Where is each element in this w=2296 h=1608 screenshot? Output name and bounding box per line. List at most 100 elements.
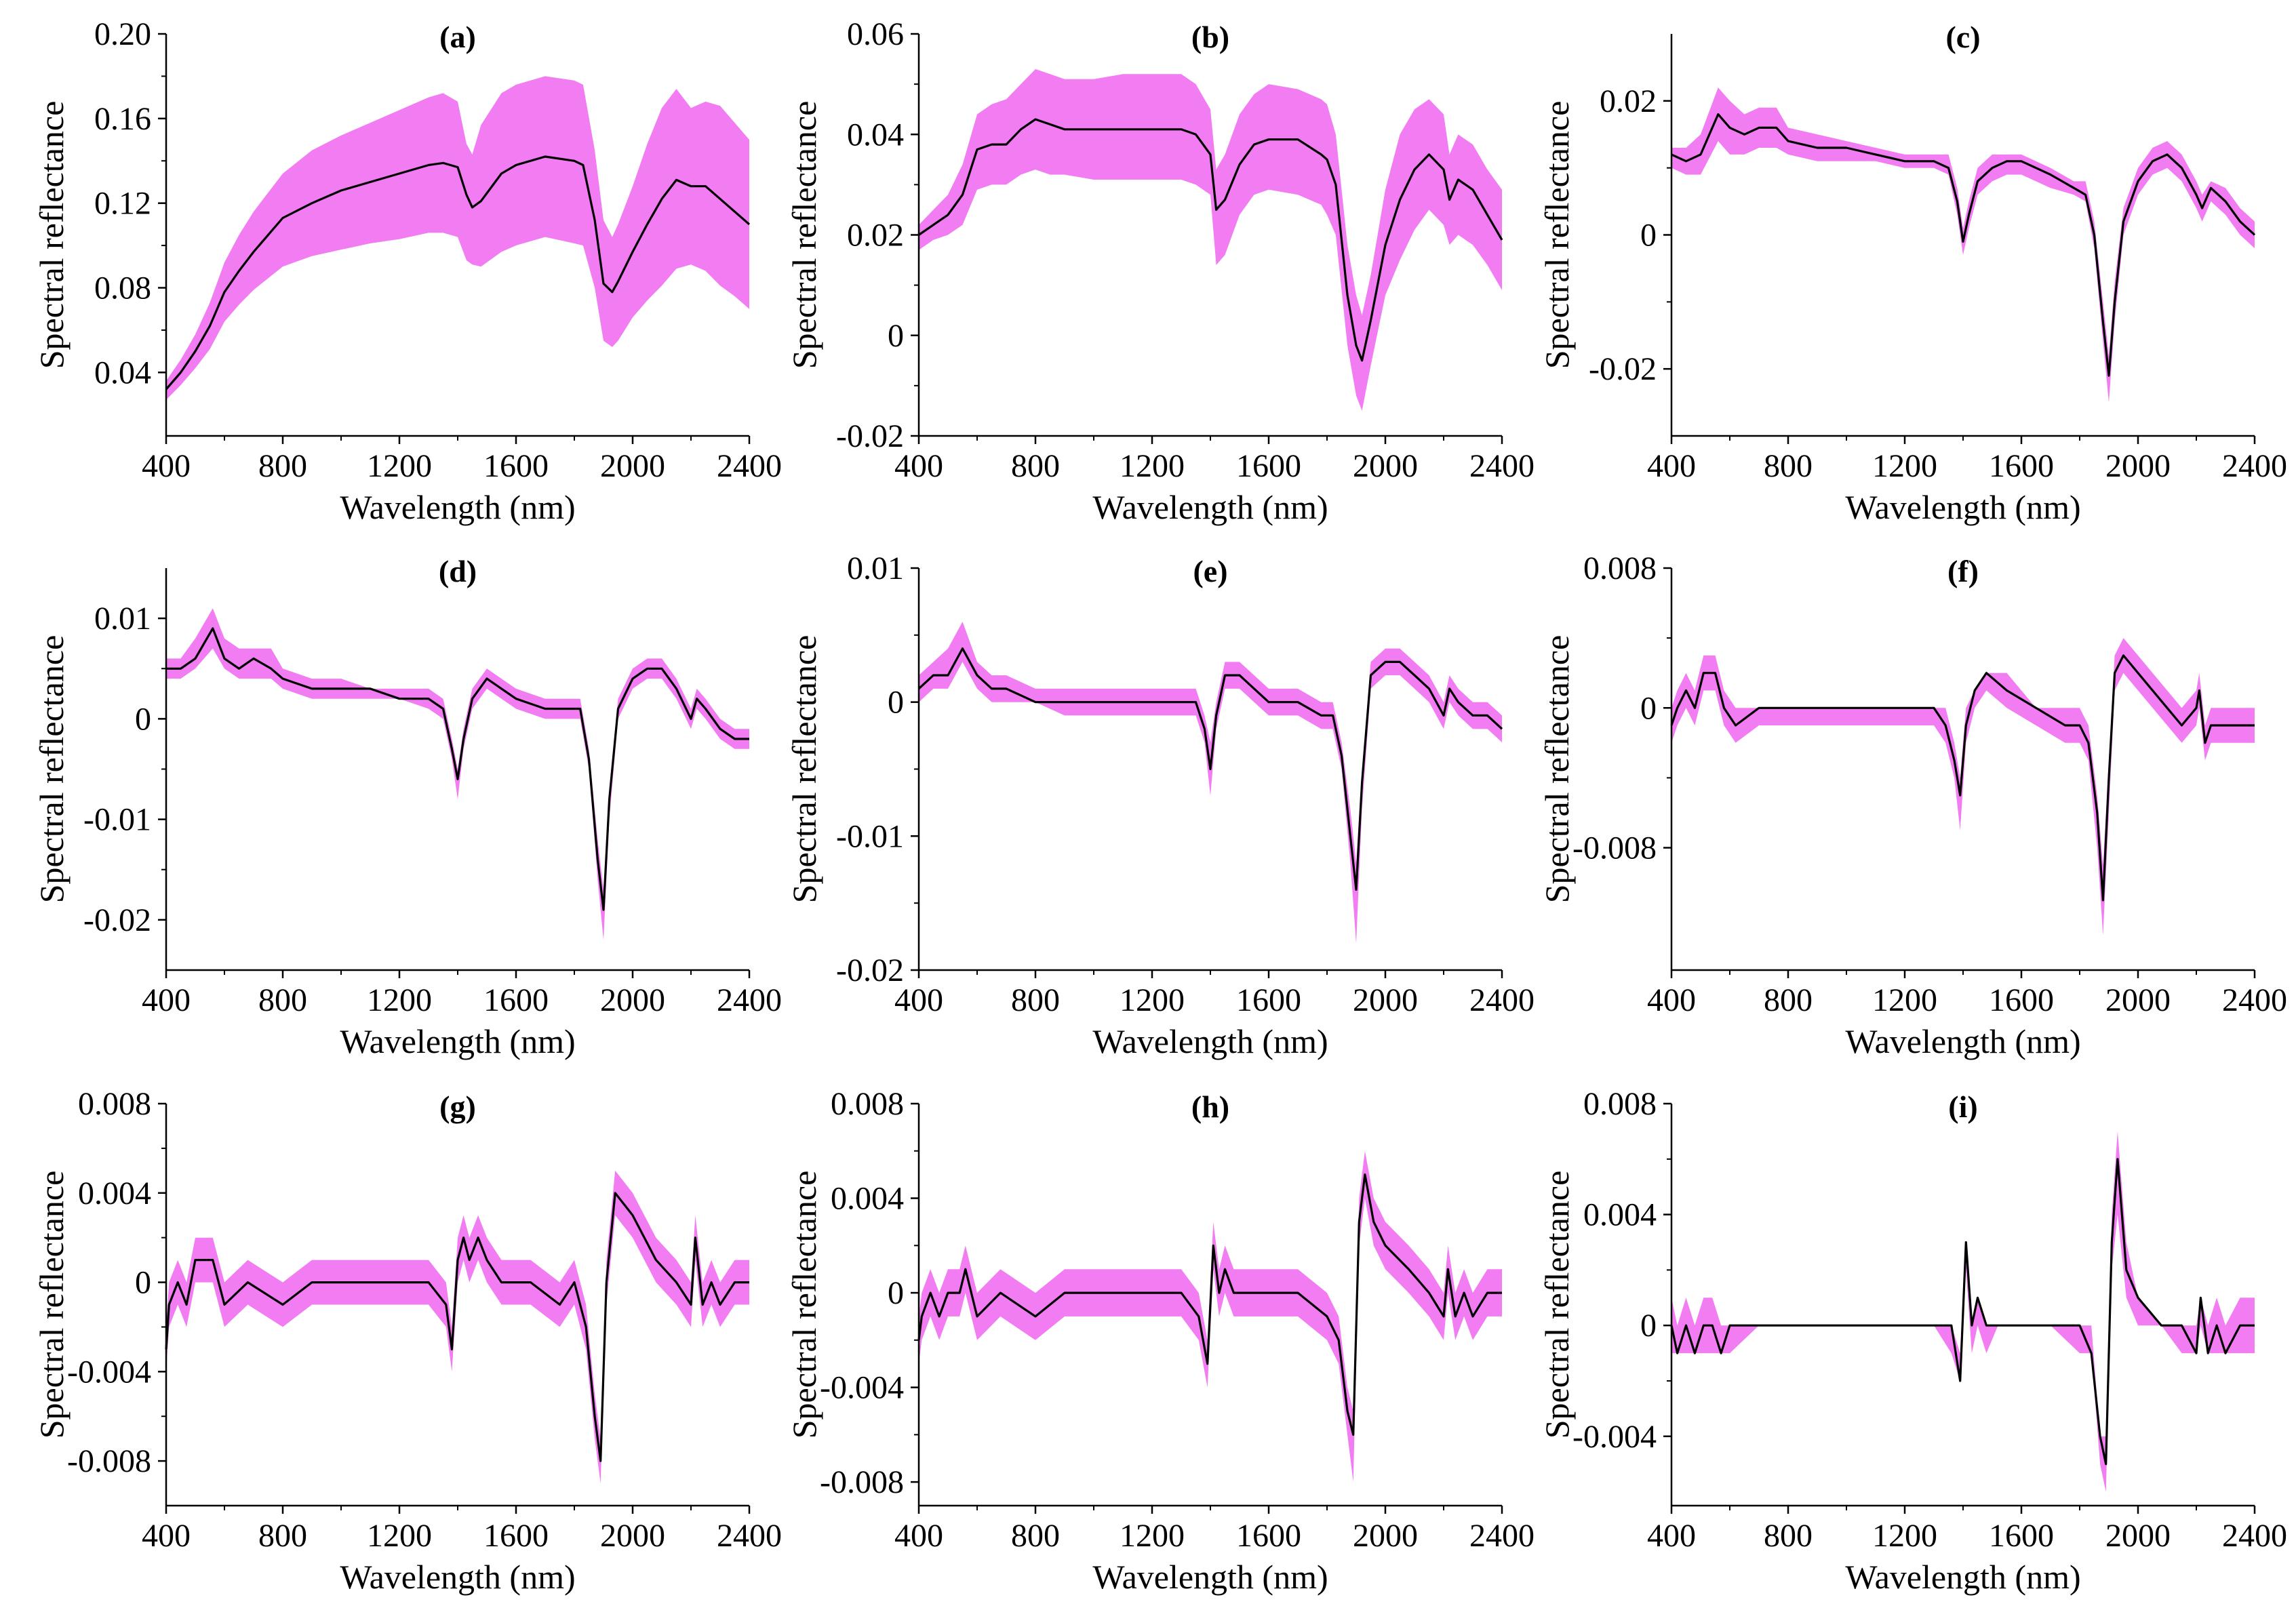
x-tick-label: 1600: [1989, 448, 2054, 484]
chart-panel: 400 800 1200 1600 2000 2400 -0.008 -0.004 0 0.004…: [33, 1086, 782, 1596]
panel-label: (d): [439, 554, 477, 588]
y-tick-label: 0.06: [847, 16, 904, 52]
x-tick-label: 2000: [1353, 982, 1418, 1018]
std-band: [166, 76, 749, 400]
chart-panel: 400 800 1200 1600 2000 2400 -0.02 -0.01 0 0.01 (d)…: [33, 554, 782, 1060]
y-tick-label: -0.008: [820, 1464, 904, 1500]
x-tick-label: 2400: [1469, 1518, 1535, 1554]
y-tick-label: -0.008: [1572, 830, 1657, 866]
mean-line: [918, 118, 1503, 362]
y-tick-label: 0.16: [94, 101, 151, 137]
x-tick-label: 2000: [1353, 1518, 1418, 1554]
panel-label: (f): [1947, 554, 1979, 588]
y-tick-label: 0.01: [94, 601, 151, 637]
x-tick-label: 1600: [1989, 1518, 2054, 1554]
x-tick-label: 2400: [717, 982, 782, 1018]
panel-label: (i): [1948, 1089, 1977, 1124]
x-tick-label: 1600: [483, 1518, 549, 1554]
y-tick-label: 0.01: [847, 550, 904, 586]
y-tick-label: 0.02: [847, 218, 904, 254]
y-tick-label: -0.01: [836, 818, 904, 854]
x-tick-label: 800: [258, 1518, 307, 1554]
y-tick-label: 0: [135, 701, 151, 737]
x-tick-label: 400: [1647, 448, 1696, 484]
std-band: [919, 622, 1502, 944]
y-tick-label: 0: [1640, 1308, 1657, 1344]
x-tick-label: 1200: [1872, 448, 1937, 484]
mean-line: [1670, 1158, 2255, 1466]
x-tick-label: 1200: [1872, 1518, 1937, 1554]
y-tick-label: 0: [1640, 690, 1657, 726]
x-tick-label: 2000: [2105, 982, 2171, 1018]
std-band: [1671, 87, 2255, 403]
chart-panel: 400 800 1200 1600 2000 2400 -0.02 -0.01 0 0.01 (e)…: [785, 550, 1535, 1060]
y-tick-label: -0.008: [67, 1443, 151, 1479]
mean-line: [917, 1173, 1502, 1436]
y-tick-label: -0.01: [83, 802, 151, 838]
x-tick-label: 2400: [1469, 982, 1535, 1018]
x-tick-label: 400: [142, 448, 191, 484]
x-tick-label: 1200: [367, 448, 432, 484]
mean-line: [165, 155, 751, 390]
x-axis-title: Wavelength (nm): [340, 1022, 575, 1060]
y-tick-label: 0.004: [831, 1181, 904, 1217]
x-axis-title: Wavelength (nm): [1092, 488, 1328, 526]
y-axis-title: Spectral reflectance: [1538, 101, 1576, 369]
y-tick-label: -0.02: [1589, 351, 1657, 387]
x-axis-title: Wavelength (nm): [1092, 1022, 1328, 1060]
panel-label: (h): [1191, 1089, 1229, 1124]
x-tick-label: 2400: [717, 1518, 782, 1554]
x-tick-label: 2000: [600, 982, 665, 1018]
mean-line: [1670, 654, 2255, 902]
x-tick-label: 2000: [2105, 1518, 2171, 1554]
y-tick-label: 0.04: [847, 117, 904, 153]
x-tick-label: 800: [1011, 448, 1060, 484]
panel-label: (g): [439, 1089, 476, 1124]
y-axis-title: Spectral reflectance: [785, 101, 823, 369]
y-tick-label: 0.004: [78, 1175, 151, 1211]
chart-panel: 400 800 1200 1600 2000 2400 -0.008 0 0.008 (f) Wav…: [1538, 550, 2287, 1060]
x-tick-label: 2400: [2222, 982, 2287, 1018]
y-tick-label: 0: [135, 1265, 151, 1301]
x-tick-label: 800: [1011, 1518, 1060, 1554]
y-axis-title: Spectral reflectance: [33, 635, 71, 904]
x-tick-label: 1600: [1236, 982, 1301, 1018]
mean-line: [166, 627, 749, 911]
x-tick-label: 800: [1764, 982, 1813, 1018]
x-tick-label: 1600: [483, 982, 549, 1018]
y-tick-label: 0.008: [1583, 1086, 1657, 1122]
x-tick-label: 1600: [1236, 1518, 1301, 1554]
y-tick-label: -0.004: [67, 1354, 151, 1390]
y-tick-label: 0: [888, 318, 904, 354]
chart-panel: 400 800 1200 1600 2000 2400 0.04 0.08 0.12 0.16 0.…: [33, 16, 782, 526]
x-axis-title: Wavelength (nm): [1845, 488, 2080, 526]
x-axis-title: Wavelength (nm): [1845, 1022, 2080, 1060]
x-tick-label: 2000: [600, 448, 665, 484]
std-band: [1671, 638, 2255, 936]
x-tick-label: 400: [894, 448, 943, 484]
x-tick-label: 400: [1647, 982, 1696, 1018]
y-tick-label: 0.08: [94, 270, 151, 306]
x-tick-label: 1600: [1989, 982, 2054, 1018]
y-tick-label: 0.004: [1583, 1197, 1657, 1233]
mean-line: [917, 647, 1503, 891]
x-tick-label: 1200: [1120, 1518, 1185, 1554]
x-tick-label: 1600: [1236, 448, 1301, 484]
x-tick-label: 800: [1764, 1518, 1813, 1554]
y-axis-title: Spectral reflectance: [785, 1171, 823, 1439]
chart-panel: 400 800 1200 1600 2000 2400 -0.02 0 0.02 0.04 0.06…: [785, 16, 1535, 526]
x-tick-label: 400: [142, 982, 191, 1018]
chart-panel: 400 800 1200 1600 2000 2400 -0.02 0 0.02 (c) Wavel…: [1538, 20, 2287, 526]
y-axis-title: Spectral reflectance: [33, 1171, 71, 1439]
x-tick-label: 400: [894, 982, 943, 1018]
std-band: [919, 68, 1502, 411]
chart-panel: 400 800 1200 1600 2000 2400 -0.008 -0.004 0 0.004…: [785, 1086, 1535, 1596]
y-tick-label: -0.02: [836, 418, 904, 454]
x-tick-label: 1200: [367, 1518, 432, 1554]
x-axis-title: Wavelength (nm): [1092, 1558, 1328, 1596]
y-axis-title: Spectral reflectance: [1538, 635, 1576, 904]
panel-label: (e): [1193, 554, 1227, 588]
std-band: [166, 1170, 749, 1484]
x-tick-label: 1600: [483, 448, 549, 484]
